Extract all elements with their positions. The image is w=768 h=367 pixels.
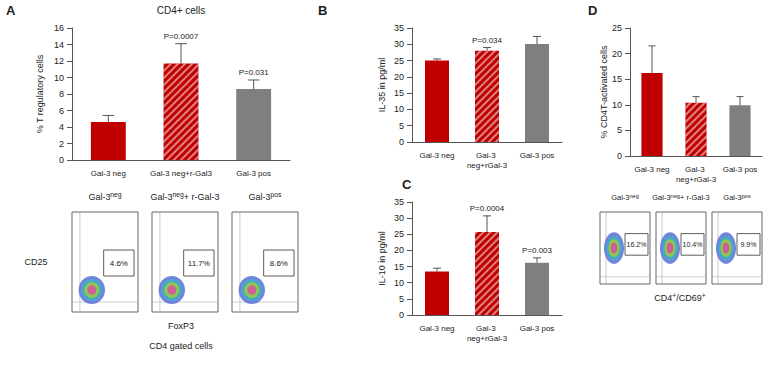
svg-text:pos: pos <box>271 191 283 199</box>
svg-text:Gal-3 pos: Gal-3 pos <box>520 324 555 333</box>
svg-text:Gal-3 pos: Gal-3 pos <box>723 165 758 174</box>
svg-text:4.6%: 4.6% <box>110 259 128 268</box>
svg-text:+ r-Gal-3: + r-Gal-3 <box>184 192 220 202</box>
svg-text:20: 20 <box>612 49 622 59</box>
svg-text:15: 15 <box>394 262 404 272</box>
svg-text:10: 10 <box>54 73 64 83</box>
svg-text:CD4: CD4 <box>654 293 672 303</box>
svg-text:25: 25 <box>394 56 404 66</box>
svg-text:15: 15 <box>612 74 622 84</box>
svg-text:8.6%: 8.6% <box>270 259 288 268</box>
svg-text:Gal-3: Gal-3 <box>723 193 741 202</box>
svg-text:Gal-3: Gal-3 <box>476 324 498 333</box>
svg-text:20: 20 <box>394 245 404 255</box>
svg-text:Gal-3: Gal-3 <box>611 193 629 202</box>
svg-text:CD4 gated cells: CD4 gated cells <box>149 341 213 351</box>
svg-text:Gal-3: Gal-3 <box>652 193 670 202</box>
svg-text:% CD4T-activated cells: % CD4T-activated cells <box>599 45 609 139</box>
svg-text:CD25: CD25 <box>24 257 47 267</box>
svg-text:15: 15 <box>394 88 404 98</box>
svg-text:Gal-3 neg: Gal-3 neg <box>419 324 454 333</box>
svg-text:Gal-3: Gal-3 <box>249 192 271 202</box>
svg-text:neg: neg <box>629 193 638 199</box>
svg-text:+ r-Gal-3: + r-Gal-3 <box>680 193 710 202</box>
svg-text:IL-10 in pg/ml: IL-10 in pg/ml <box>377 231 387 286</box>
svg-text:12: 12 <box>54 56 64 66</box>
svg-text:5: 5 <box>399 294 404 304</box>
svg-text:10.4%: 10.4% <box>683 241 703 248</box>
svg-text:Gal-3 neg: Gal-3 neg <box>634 165 669 174</box>
svg-text:B: B <box>318 3 327 18</box>
svg-text:neg+rGal-3: neg+rGal-3 <box>467 161 508 170</box>
svg-text:Gal-3 pos: Gal-3 pos <box>236 169 271 178</box>
svg-text:35: 35 <box>394 197 404 207</box>
svg-text:0: 0 <box>399 137 404 147</box>
svg-text:0: 0 <box>399 310 404 320</box>
svg-text:Gal-3 neg+r-Gal3: Gal-3 neg+r-Gal3 <box>150 169 213 178</box>
svg-text:Gal-3: Gal-3 <box>476 151 498 160</box>
svg-text:10: 10 <box>394 278 404 288</box>
svg-text:35: 35 <box>394 23 404 33</box>
svg-text:P=0.0004: P=0.0004 <box>470 204 505 213</box>
svg-text:16.2%: 16.2% <box>627 241 647 248</box>
svg-text:Gal-3: Gal-3 <box>685 165 707 174</box>
svg-text:14: 14 <box>54 40 64 50</box>
svg-text:D: D <box>588 3 597 18</box>
svg-text:20: 20 <box>394 72 404 82</box>
svg-text:10: 10 <box>612 100 622 110</box>
svg-text:Gal-3: Gal-3 <box>150 192 172 202</box>
svg-text:30: 30 <box>394 39 404 49</box>
svg-text:P=0.003: P=0.003 <box>522 246 553 255</box>
svg-text:A: A <box>6 3 16 18</box>
svg-text:CD4+ cells: CD4+ cells <box>157 5 206 16</box>
svg-text:2: 2 <box>59 139 64 149</box>
svg-text:neg: neg <box>671 193 680 199</box>
svg-text:pos: pos <box>742 193 751 199</box>
svg-text:FoxP3: FoxP3 <box>168 321 194 331</box>
svg-text:25: 25 <box>612 23 622 33</box>
svg-text:neg+rGal-3: neg+rGal-3 <box>676 175 717 184</box>
svg-text:30: 30 <box>394 213 404 223</box>
svg-text:5: 5 <box>617 125 622 135</box>
svg-text:neg: neg <box>172 191 184 199</box>
svg-text:P=0.034: P=0.034 <box>472 36 503 45</box>
svg-text:0: 0 <box>617 151 622 161</box>
svg-text:Gal-3 neg: Gal-3 neg <box>419 151 454 160</box>
svg-text:4: 4 <box>59 122 64 132</box>
svg-text:IL-35 in pg/ml: IL-35 in pg/ml <box>377 58 387 113</box>
svg-text:8: 8 <box>59 89 64 99</box>
svg-text:+: + <box>702 292 706 299</box>
svg-text:25: 25 <box>394 229 404 239</box>
svg-text:6: 6 <box>59 106 64 116</box>
svg-text:P=0.0007: P=0.0007 <box>164 32 199 41</box>
svg-text:11.7%: 11.7% <box>188 259 210 268</box>
svg-text:% T regulatory cells: % T regulatory cells <box>35 54 45 133</box>
svg-text:neg: neg <box>110 191 122 199</box>
svg-text:9.9%: 9.9% <box>741 241 757 248</box>
svg-text:0: 0 <box>59 155 64 165</box>
svg-text:Gal-3: Gal-3 <box>88 192 110 202</box>
svg-text:C: C <box>402 177 412 192</box>
svg-text:/CD69: /CD69 <box>676 293 702 303</box>
svg-text:Gal-3 neg: Gal-3 neg <box>91 169 126 178</box>
svg-text:16: 16 <box>54 23 64 33</box>
svg-text:5: 5 <box>399 121 404 131</box>
svg-text:Gal-3 pos: Gal-3 pos <box>520 151 555 160</box>
svg-text:10: 10 <box>394 104 404 114</box>
svg-text:neg+rGal-3: neg+rGal-3 <box>467 334 508 343</box>
svg-text:P=0.031: P=0.031 <box>239 68 270 77</box>
